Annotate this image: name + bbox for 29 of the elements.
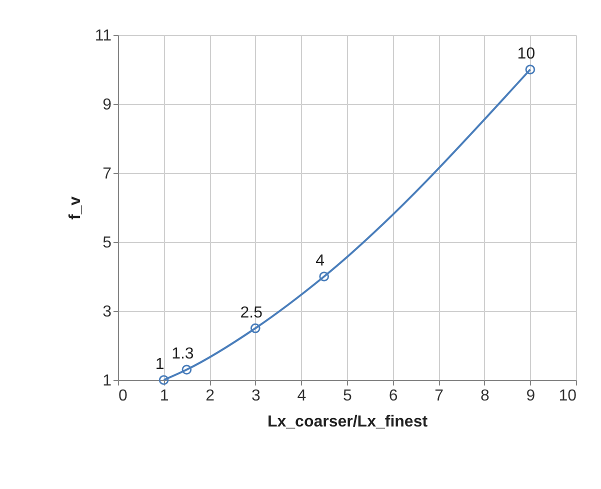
data-label: 4	[316, 252, 325, 270]
x-tick-label: 2	[206, 388, 215, 404]
y-tick-label: 3	[102, 304, 112, 320]
x-tick-label: 3	[251, 388, 260, 404]
y-tick-label: 7	[102, 166, 112, 182]
data-label: 10	[517, 46, 536, 62]
x-tick-label: 8	[480, 388, 490, 404]
y-tick-label: 5	[102, 234, 112, 252]
x-tick-label: 9	[526, 388, 536, 404]
x-tick-label: 5	[343, 388, 352, 404]
x-axis-title: Lx_coarser/Lx_finest	[267, 414, 428, 430]
y-tick-label: 11	[94, 28, 112, 44]
data-label: 1	[155, 356, 164, 373]
x-tick-label: 1	[160, 388, 169, 404]
point	[182, 364, 192, 375]
point	[250, 323, 260, 334]
point	[525, 64, 536, 74]
x-tick-label: 0	[118, 388, 128, 404]
x-tick-label: 10	[558, 388, 577, 404]
data-label: 1.3	[172, 346, 194, 363]
x-tick-label: 7	[434, 388, 444, 404]
point	[319, 272, 330, 282]
point	[158, 375, 169, 385]
y-axis-title: f_v	[66, 196, 84, 220]
y-tick-label: 1	[102, 372, 112, 390]
x-tick-label: 4	[297, 388, 306, 404]
x-tick-label: 6	[388, 388, 398, 404]
y-tick-label: 9	[102, 96, 112, 114]
data-label: 2.5	[240, 304, 263, 322]
